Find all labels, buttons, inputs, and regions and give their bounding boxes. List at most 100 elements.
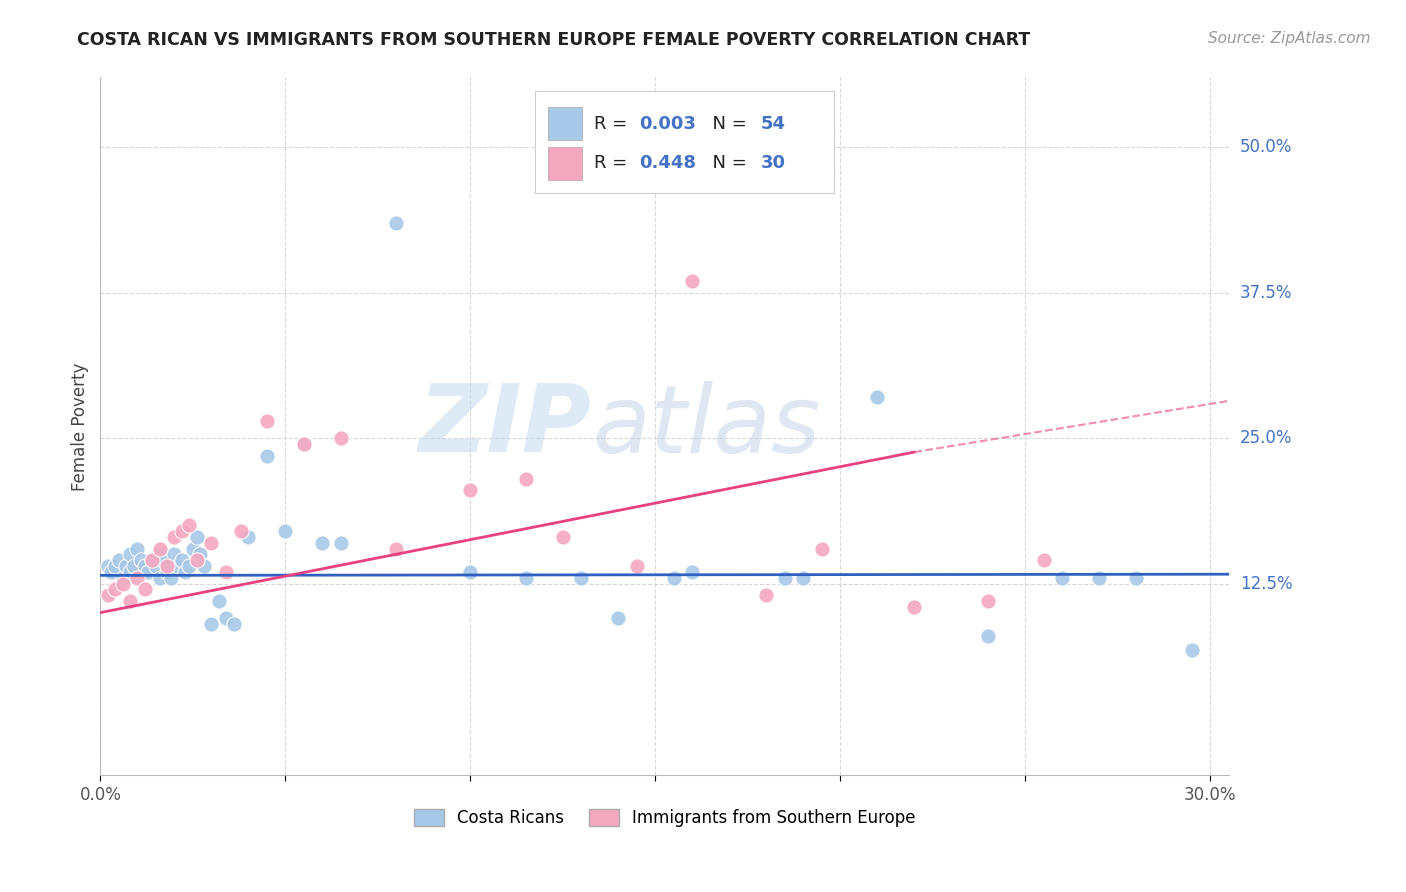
Text: 50.0%: 50.0%: [1240, 138, 1292, 156]
Point: [167, 559, 190, 574]
Point: [200, 536, 222, 550]
Point: [222, 617, 245, 632]
Point: [111, 571, 134, 585]
Point: [1125, 571, 1147, 585]
Point: [100, 565, 122, 579]
Point: [1052, 571, 1074, 585]
Point: [329, 536, 352, 550]
Text: 25.0%: 25.0%: [1240, 429, 1292, 447]
Point: [111, 576, 134, 591]
Point: [385, 216, 408, 230]
Text: atlas: atlas: [592, 381, 821, 472]
Point: [460, 483, 482, 498]
Point: [104, 559, 127, 574]
Text: 54: 54: [761, 114, 786, 133]
Point: [179, 559, 201, 574]
Point: [1181, 643, 1204, 657]
Point: [145, 559, 167, 574]
Point: [811, 541, 834, 556]
Text: R =: R =: [593, 114, 633, 133]
Point: [163, 548, 186, 562]
Text: N =: N =: [700, 154, 752, 172]
Point: [174, 565, 197, 579]
Point: [200, 617, 222, 632]
Point: [1032, 553, 1054, 567]
Point: [179, 518, 201, 533]
Text: 0.448: 0.448: [638, 154, 696, 172]
Point: [181, 541, 204, 556]
Point: [186, 553, 208, 567]
Point: [292, 437, 315, 451]
Point: [292, 437, 315, 451]
Point: [118, 548, 141, 562]
Point: [977, 594, 1000, 608]
Point: [626, 559, 648, 574]
Point: [152, 553, 174, 567]
Point: [134, 582, 156, 597]
Point: [148, 571, 170, 585]
Point: [755, 588, 778, 602]
Point: [141, 553, 163, 567]
Point: [866, 390, 889, 404]
Point: [208, 594, 231, 608]
Point: [274, 524, 297, 538]
Point: [977, 629, 1000, 643]
Point: [122, 559, 145, 574]
Point: [215, 611, 238, 625]
Point: [681, 565, 703, 579]
Text: ZIP: ZIP: [419, 381, 592, 473]
Point: [170, 524, 193, 538]
Point: [662, 571, 685, 585]
Point: [104, 582, 127, 597]
Point: [607, 611, 630, 625]
FancyBboxPatch shape: [534, 91, 834, 193]
Point: [311, 536, 333, 550]
Point: [115, 559, 138, 574]
Text: 37.5%: 37.5%: [1240, 284, 1292, 301]
Point: [118, 594, 141, 608]
Point: [97, 559, 120, 574]
Point: [148, 541, 170, 556]
Point: [460, 565, 482, 579]
Point: [773, 571, 796, 585]
Point: [170, 553, 193, 567]
Point: [156, 565, 179, 579]
Legend: Costa Ricans, Immigrants from Southern Europe: Costa Ricans, Immigrants from Southern E…: [406, 802, 922, 833]
Point: [156, 559, 179, 574]
Point: [186, 530, 208, 544]
Point: [229, 524, 252, 538]
Point: [163, 530, 186, 544]
Point: [193, 559, 215, 574]
Point: [903, 599, 925, 614]
Point: [159, 571, 181, 585]
Text: Source: ZipAtlas.com: Source: ZipAtlas.com: [1208, 31, 1371, 46]
Text: 12.5%: 12.5%: [1240, 574, 1292, 592]
Point: [256, 414, 278, 428]
Text: 30: 30: [761, 154, 786, 172]
Y-axis label: Female Poverty: Female Poverty: [72, 362, 89, 491]
Point: [129, 553, 152, 567]
Point: [97, 588, 120, 602]
Point: [515, 472, 537, 486]
Text: N =: N =: [700, 114, 752, 133]
Point: [551, 530, 574, 544]
Point: [127, 571, 149, 585]
Point: [1088, 571, 1111, 585]
Point: [148, 548, 170, 562]
Text: COSTA RICAN VS IMMIGRANTS FROM SOUTHERN EUROPE FEMALE POVERTY CORRELATION CHART: COSTA RICAN VS IMMIGRANTS FROM SOUTHERN …: [77, 31, 1031, 49]
Point: [141, 553, 163, 567]
Point: [256, 449, 278, 463]
Point: [385, 541, 408, 556]
Text: R =: R =: [593, 154, 633, 172]
Point: [188, 548, 211, 562]
Point: [238, 530, 260, 544]
Point: [138, 565, 160, 579]
Point: [792, 571, 814, 585]
Point: [681, 274, 703, 288]
Point: [134, 559, 156, 574]
Point: [569, 571, 592, 585]
Point: [215, 565, 238, 579]
Point: [329, 431, 352, 445]
Point: [108, 553, 131, 567]
Point: [118, 565, 141, 579]
